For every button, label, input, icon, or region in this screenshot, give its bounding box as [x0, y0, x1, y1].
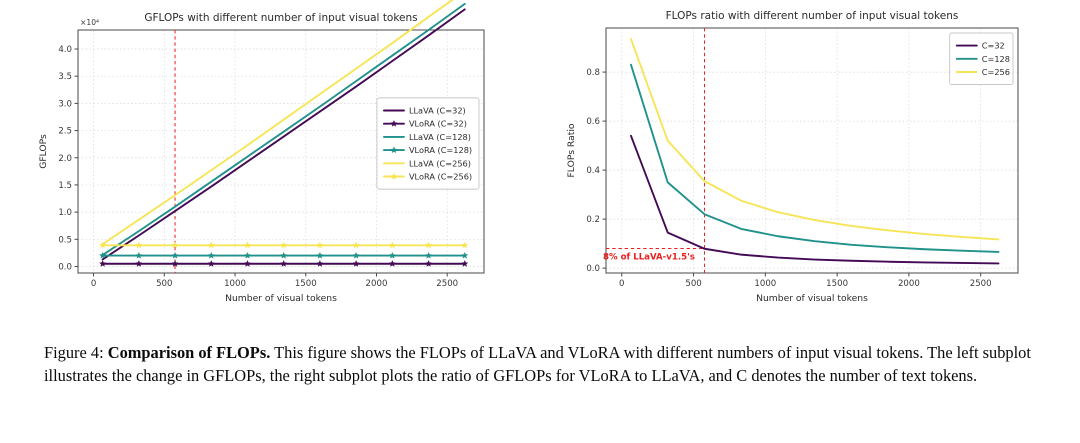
svg-text:2000: 2000	[366, 279, 388, 289]
svg-text:Number of visual tokens: Number of visual tokens	[225, 293, 337, 304]
svg-text:FLOPs Ratio: FLOPs Ratio	[566, 123, 577, 177]
chart-panel-gflops: GFLOPs with different number of input vi…	[0, 0, 540, 320]
svg-text:2.0: 2.0	[58, 154, 72, 164]
caption-body: This figure shows the FLOPs of LLaVA and…	[44, 343, 1031, 386]
svg-text:1000: 1000	[224, 279, 246, 289]
svg-text:FLOPs ratio with different num: FLOPs ratio with different number of inp…	[666, 10, 959, 22]
svg-text:1500: 1500	[295, 279, 317, 289]
svg-text:0.4: 0.4	[586, 166, 600, 176]
caption-prefix: Figure 4:	[44, 343, 104, 362]
svg-text:VLoRA (C=32): VLoRA (C=32)	[409, 119, 467, 129]
svg-text:Number of visual tokens: Number of visual tokens	[756, 293, 868, 304]
svg-text:1.5: 1.5	[58, 181, 72, 191]
svg-text:1500: 1500	[826, 279, 848, 289]
svg-text:0.2: 0.2	[586, 215, 600, 225]
svg-text:×10⁴: ×10⁴	[80, 18, 99, 27]
svg-text:VLoRA (C=128): VLoRA (C=128)	[409, 145, 472, 155]
svg-text:GFLOPs with different number o: GFLOPs with different number of input vi…	[144, 12, 417, 24]
svg-text:LLaVA (C=128): LLaVA (C=128)	[409, 132, 471, 142]
svg-text:0.6: 0.6	[586, 117, 600, 127]
svg-text:GFLOPs: GFLOPs	[38, 134, 49, 169]
svg-text:C=32: C=32	[982, 41, 1005, 51]
caption-bold-title: Comparison of FLOPs.	[107, 343, 271, 362]
svg-text:0.0: 0.0	[58, 262, 72, 272]
svg-text:2.5: 2.5	[58, 127, 72, 137]
svg-text:4.0: 4.0	[58, 45, 72, 55]
svg-text:8% of LLaVA-v1.5's: 8% of LLaVA-v1.5's	[603, 253, 695, 263]
gflops-chart-svg: GFLOPs with different number of input vi…	[38, 0, 485, 304]
svg-text:500: 500	[685, 279, 701, 289]
chart-panel-ratio: FLOPs ratio with different number of inp…	[540, 0, 1080, 320]
svg-text:1000: 1000	[754, 279, 776, 289]
svg-text:0.8: 0.8	[586, 68, 600, 78]
svg-text:0.0: 0.0	[586, 264, 600, 274]
svg-text:C=256: C=256	[982, 67, 1010, 77]
figure-caption: Figure 4: Comparison of FLOPs. This figu…	[44, 341, 1040, 388]
svg-text:1.0: 1.0	[58, 208, 72, 218]
svg-text:LLaVA (C=32): LLaVA (C=32)	[409, 106, 466, 116]
svg-text:VLoRA (C=256): VLoRA (C=256)	[409, 172, 472, 182]
ratio-chart-svg: FLOPs ratio with different number of inp…	[566, 10, 1019, 304]
svg-text:3.0: 3.0	[58, 99, 72, 109]
svg-text:2500: 2500	[970, 279, 992, 289]
svg-text:2500: 2500	[436, 279, 458, 289]
svg-text:500: 500	[156, 279, 172, 289]
svg-text:0: 0	[91, 279, 96, 289]
svg-text:LLaVA (C=256): LLaVA (C=256)	[409, 158, 471, 168]
svg-text:3.5: 3.5	[58, 72, 72, 82]
svg-text:0.5: 0.5	[58, 235, 72, 245]
svg-text:2000: 2000	[898, 279, 920, 289]
svg-text:C=128: C=128	[982, 54, 1010, 64]
svg-text:0: 0	[619, 279, 624, 289]
